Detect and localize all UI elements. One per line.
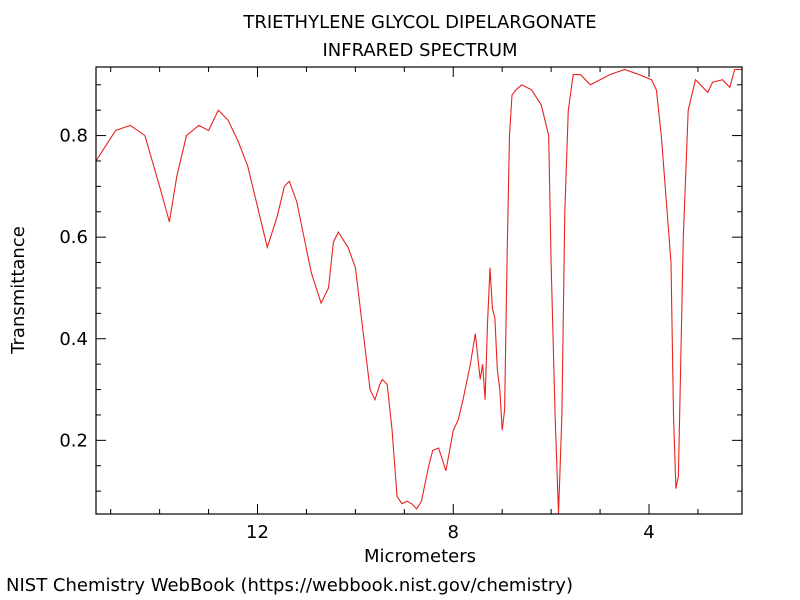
x-tick-label: 4: [643, 522, 654, 543]
chart-subtitle: INFRARED SPECTRUM: [322, 40, 517, 61]
tick-labels: 12 8 4 0.2 0.4 0.6 0.8: [59, 126, 654, 543]
y-tick-label: 0.6: [59, 227, 88, 248]
plot-frame: [95, 66, 743, 515]
chart-title: TRIETHYLENE GLYCOL DIPELARGONATE: [242, 12, 596, 33]
x-tick-label: 8: [448, 522, 459, 543]
y-tick-label: 0.8: [59, 126, 88, 147]
y-tick-label: 0.2: [59, 430, 88, 451]
y-axis-label: Transmittance: [8, 226, 29, 355]
y-tick-label: 0.4: [59, 329, 88, 350]
source-credit: NIST Chemistry WebBook (https://webbook.…: [6, 575, 573, 596]
axis-ticks: [96, 67, 742, 514]
x-tick-label: 12: [246, 522, 269, 543]
x-axis-label: Micrometers: [364, 546, 476, 567]
spectrum-line: [96, 68, 742, 514]
